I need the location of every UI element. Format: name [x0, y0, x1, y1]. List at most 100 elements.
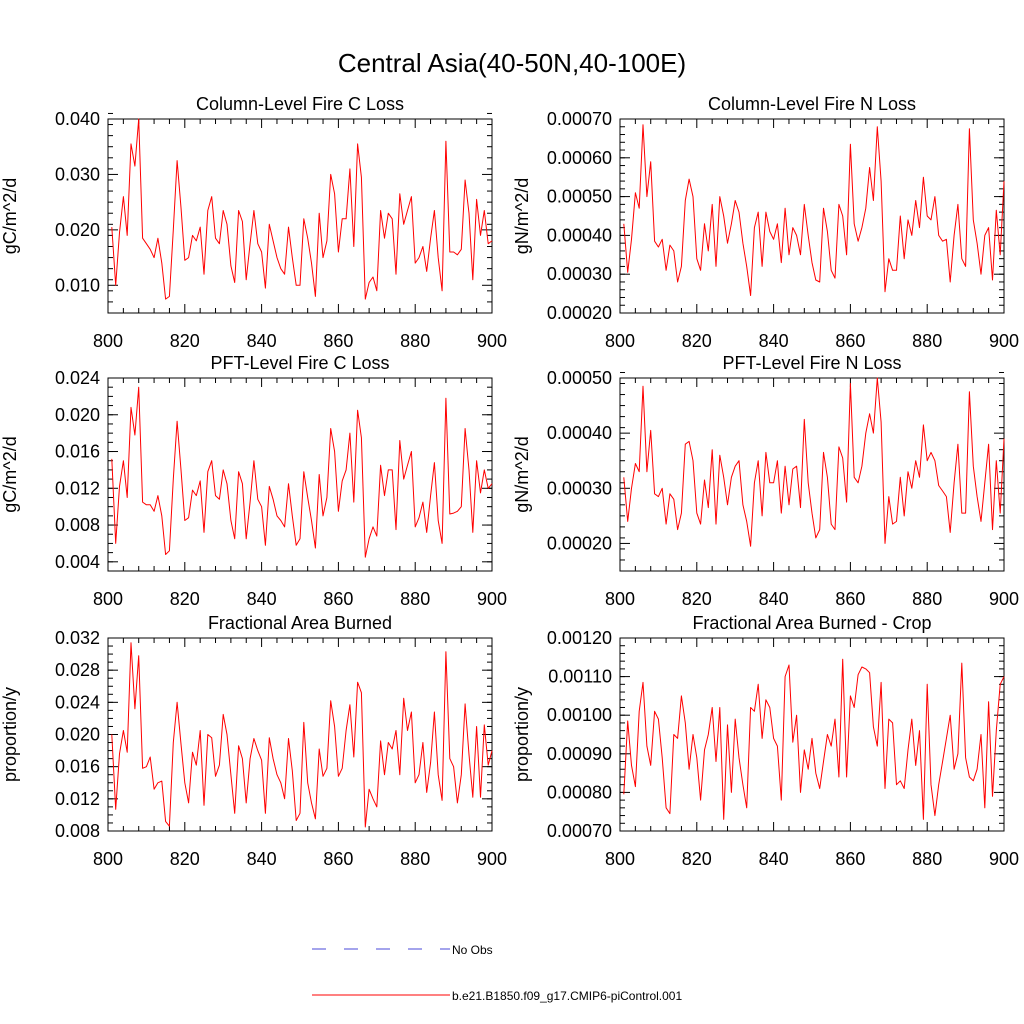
- panel-title: PFT-Level Fire C Loss: [210, 353, 389, 373]
- y-tick-label: 0.024: [55, 692, 100, 712]
- x-tick-label: 800: [93, 849, 123, 869]
- y-tick-label: 0.016: [55, 757, 100, 777]
- y-axis-label: gC/m^2/d: [0, 178, 20, 254]
- y-tick-label: 0.00070: [547, 821, 612, 841]
- y-tick-label: 0.00120: [547, 628, 612, 648]
- y-tick-label: 0.00110: [548, 667, 612, 687]
- y-axis-label: gC/m^2/d: [0, 436, 20, 512]
- x-tick-label: 820: [682, 849, 712, 869]
- y-axis-label: proportion/y: [0, 687, 20, 782]
- x-tick-label: 800: [605, 849, 635, 869]
- x-tick-label: 840: [759, 849, 789, 869]
- chart-panel-4: PFT-Level Fire N Loss gN/m^2/d 800 820 840 86…: [512, 353, 1019, 609]
- y-tick-label: 0.040: [55, 109, 100, 129]
- x-tick-label: 860: [835, 849, 865, 869]
- panels: Column-Level Fire C Loss gC/m^2/d 800 820 84…: [0, 94, 1019, 869]
- x-tick-label: 860: [323, 589, 353, 609]
- plot-frame: [619, 118, 1005, 314]
- y-tick-label: 0.032: [55, 628, 100, 648]
- x-tick-label: 880: [912, 589, 942, 609]
- x-tick-label: 840: [247, 589, 277, 609]
- y-tick-label: 0.004: [55, 552, 100, 572]
- series-line-1: [623, 658, 1005, 820]
- y-tick-label: 0.00030: [547, 264, 612, 284]
- x-tick-label: 900: [477, 849, 507, 869]
- y-tick-label: 0.00050: [547, 368, 612, 388]
- x-tick-label: 900: [989, 849, 1019, 869]
- plot-frame: [619, 377, 1005, 572]
- x-tick-label: 840: [759, 589, 789, 609]
- x-tick-label: 820: [682, 331, 712, 351]
- x-tick-label: 880: [912, 849, 942, 869]
- chart-panel-1: Column-Level Fire C Loss gC/m^2/d 800 820 84…: [0, 94, 507, 351]
- plot-frame: [619, 637, 1005, 832]
- x-tick-label: 860: [323, 331, 353, 351]
- y-tick-label: 0.00050: [547, 187, 612, 207]
- x-tick-label: 820: [170, 589, 200, 609]
- y-tick-label: 0.00020: [547, 303, 612, 323]
- y-tick-label: 0.00080: [547, 782, 612, 802]
- panel-title: Column-Level Fire C Loss: [196, 94, 404, 114]
- series-line-1: [111, 642, 493, 828]
- legend-model-label: b.e21.B1850.f09_g17.CMIP6-piControl.001: [452, 989, 682, 1003]
- y-axis-label: gN/m^2/d: [512, 436, 532, 512]
- y-tick-label: 0.012: [55, 789, 100, 809]
- y-axis-label: gN/m^2/d: [512, 178, 532, 254]
- y-tick-label: 0.00060: [547, 148, 612, 168]
- chart-panel-6: Fractional Area Burned - Crop proportion/…: [512, 613, 1019, 869]
- plot-frame: [107, 118, 493, 314]
- x-tick-label: 900: [477, 589, 507, 609]
- y-tick-label: 0.00090: [547, 744, 612, 764]
- x-tick-label: 880: [400, 849, 430, 869]
- x-tick-label: 800: [93, 331, 123, 351]
- legend-obs-label: No Obs: [452, 943, 493, 957]
- y-tick-label: 0.012: [55, 478, 100, 498]
- y-tick-label: 0.00100: [547, 705, 612, 725]
- legend: No Obs b.e21.B1850.f09_g17.CMIP6-piContr…: [312, 943, 682, 1003]
- y-tick-label: 0.00040: [547, 225, 612, 245]
- x-tick-label: 800: [93, 589, 123, 609]
- x-tick-label: 840: [759, 331, 789, 351]
- chart-panel-5: Fractional Area Burned proportion/y 800 820…: [0, 613, 507, 869]
- panel-title: Column-Level Fire N Loss: [708, 94, 916, 114]
- y-tick-label: 0.020: [55, 220, 100, 240]
- y-axis-label: proportion/y: [512, 687, 532, 782]
- y-tick-label: 0.00020: [547, 533, 612, 553]
- x-tick-label: 860: [835, 589, 865, 609]
- y-tick-label: 0.016: [55, 442, 100, 462]
- x-tick-label: 880: [400, 331, 430, 351]
- x-tick-label: 820: [682, 589, 712, 609]
- panel-title: Fractional Area Burned - Crop: [692, 613, 931, 633]
- y-tick-label: 0.008: [55, 821, 100, 841]
- y-tick-label: 0.020: [55, 405, 100, 425]
- x-tick-label: 840: [247, 849, 277, 869]
- figure-title: Central Asia(40-50N,40-100E): [338, 48, 686, 78]
- series-line-1: [623, 377, 1005, 547]
- panel-title: PFT-Level Fire N Loss: [722, 353, 901, 373]
- plot-frame: [107, 377, 493, 572]
- x-tick-label: 820: [170, 331, 200, 351]
- x-tick-label: 860: [835, 331, 865, 351]
- x-tick-label: 900: [989, 589, 1019, 609]
- series-line-1: [111, 386, 493, 558]
- series-line-1: [623, 124, 1005, 296]
- x-tick-label: 840: [247, 331, 277, 351]
- y-tick-label: 0.020: [55, 725, 100, 745]
- x-tick-label: 800: [605, 589, 635, 609]
- x-tick-label: 860: [323, 849, 353, 869]
- y-tick-label: 0.028: [55, 660, 100, 680]
- series-line-1: [111, 118, 493, 300]
- x-tick-label: 900: [477, 331, 507, 351]
- x-tick-label: 880: [912, 331, 942, 351]
- chart-panel-2: Column-Level Fire N Loss gN/m^2/d 800 820 84…: [512, 94, 1019, 351]
- x-tick-label: 800: [605, 331, 635, 351]
- y-tick-label: 0.030: [55, 164, 100, 184]
- y-tick-label: 0.010: [55, 275, 100, 295]
- x-tick-label: 820: [170, 849, 200, 869]
- y-tick-label: 0.00040: [547, 423, 612, 443]
- panel-title: Fractional Area Burned: [208, 613, 392, 633]
- y-tick-label: 0.00070: [547, 109, 612, 129]
- y-tick-label: 0.024: [55, 368, 100, 388]
- x-tick-label: 900: [989, 331, 1019, 351]
